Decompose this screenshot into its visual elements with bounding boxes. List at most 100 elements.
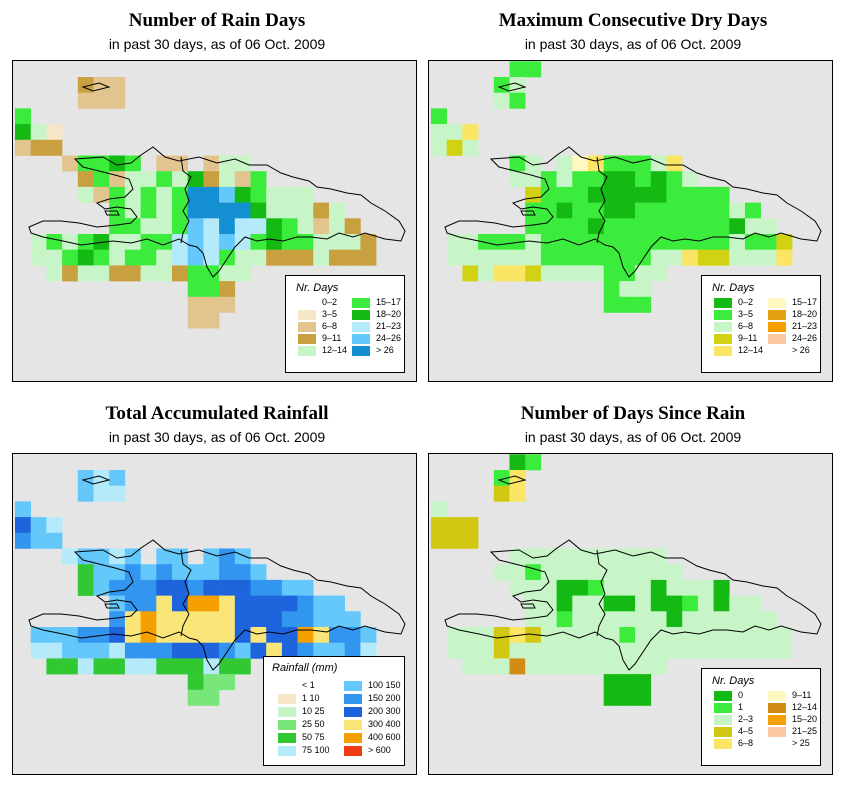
grid-cell [509, 249, 526, 266]
grid-cell [713, 627, 730, 643]
grid-cell [493, 564, 510, 581]
legend-label: 300 400 [368, 719, 401, 729]
grid-cell [109, 658, 126, 675]
legend-swatch [768, 346, 786, 356]
grid-cell [266, 595, 283, 612]
grid-cell [203, 186, 220, 203]
grid-cell [540, 218, 557, 235]
grid-cell [556, 611, 573, 628]
grid-cell [140, 171, 157, 188]
grid-cell [588, 548, 604, 565]
grid-cell [493, 265, 510, 282]
grid-cell [124, 171, 141, 188]
panel-title: Number of Days Since Rain [520, 403, 746, 424]
grid-cell [124, 548, 141, 565]
grid-cell [266, 234, 283, 250]
grid-cell [588, 627, 604, 643]
legend-label: 1 10 [302, 693, 320, 703]
grid-cell [250, 202, 267, 219]
grid-cell [682, 186, 699, 203]
grid-cell [234, 249, 251, 266]
grid-cell [156, 627, 173, 643]
grid-cell [619, 579, 636, 596]
grid-cell [603, 564, 620, 581]
grid-cell [619, 202, 636, 219]
grid-cell [446, 139, 463, 156]
grid-cell [635, 627, 652, 643]
grid-cell [234, 186, 251, 203]
grid-cell [729, 218, 746, 235]
grid-cell [635, 202, 652, 219]
grid-cell [525, 218, 542, 235]
legend-label: 15–17 [792, 297, 818, 307]
grid-cell [62, 642, 79, 659]
grid-cell [682, 249, 699, 266]
legend-swatch [298, 310, 316, 320]
legend-swatch [278, 720, 296, 730]
grid-cell [203, 642, 220, 659]
grid-cell [62, 627, 79, 643]
grid-cell [603, 674, 620, 691]
grid-cell [760, 218, 777, 235]
grid-cell [556, 579, 573, 596]
grid-cell [109, 265, 126, 282]
grid-cell [729, 627, 746, 643]
grid-cell [15, 124, 31, 141]
grid-cell [431, 532, 447, 549]
legend-label: 4–5 [738, 726, 754, 736]
legend-swatch [714, 334, 732, 344]
legend-label: 9–11 [738, 333, 758, 343]
grid-cell [329, 218, 345, 235]
grid-cell [729, 611, 746, 628]
grid-cell [109, 186, 126, 203]
grid-cell [203, 171, 220, 188]
grid-cell [588, 658, 604, 675]
grid-cell [572, 627, 589, 643]
map-frame: Nr. Days 0–2 3–5 6–8 9–11 12–14 15–17 18–20 21–… [12, 60, 417, 382]
legend-label: 21–25 [792, 726, 818, 736]
grid-cell [203, 674, 220, 691]
grid-cell [109, 218, 126, 235]
grid-cell [329, 202, 345, 219]
grid-cell [635, 265, 652, 282]
grid-cell [219, 218, 236, 235]
grid-cell [697, 627, 714, 643]
grid-cell [666, 579, 683, 596]
grid-cell [431, 517, 447, 534]
grid-cell [313, 234, 330, 250]
grid-cell [493, 627, 510, 643]
grid-cell [77, 658, 94, 675]
grid-cell [619, 642, 636, 659]
map-frame: Rainfall (mm) < 1 1 10 10 25 25 50 50 75 75 1… [12, 453, 417, 775]
grid-cell [478, 265, 495, 282]
grid-cell [666, 249, 683, 266]
grid-cell [297, 202, 314, 219]
grid-cell [172, 627, 188, 643]
grid-cell [140, 595, 157, 612]
grid-cell [666, 171, 683, 188]
grid-cell [219, 171, 236, 188]
grid-cell [682, 579, 699, 596]
grid-cell [446, 249, 463, 266]
grid-cell [93, 548, 110, 565]
grid-cell [219, 642, 236, 659]
grid-cell [556, 202, 573, 219]
grid-cell [281, 234, 298, 250]
grid-cell [187, 296, 204, 313]
grid-cell [509, 658, 526, 675]
grid-cell [525, 642, 542, 659]
grid-cell [234, 548, 251, 565]
grid-cell [619, 249, 636, 266]
grid-cell [109, 642, 126, 659]
grid-cell [462, 517, 479, 534]
grid-cell [713, 611, 730, 628]
grid-cell [745, 642, 761, 659]
legend-swatch [278, 694, 296, 704]
grid-cell [446, 124, 463, 141]
grid-cell [62, 249, 79, 266]
grid-cell [172, 595, 188, 612]
grid-cell [697, 642, 714, 659]
grid-cell [446, 642, 463, 659]
grid-cell [540, 564, 557, 581]
grid-cell [697, 249, 714, 266]
